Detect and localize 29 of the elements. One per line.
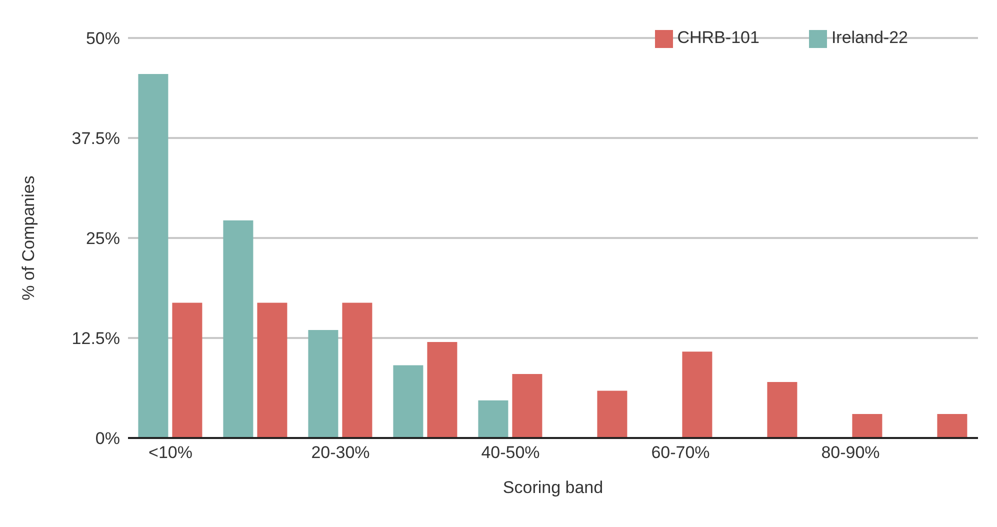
y-tick-label: 12.5% bbox=[72, 329, 120, 348]
bar bbox=[172, 302, 202, 438]
y-axis-title: % of Companies bbox=[19, 176, 38, 300]
bar bbox=[512, 374, 542, 438]
x-axis-title: Scoring band bbox=[502, 478, 604, 497]
bar bbox=[427, 342, 458, 438]
bar bbox=[257, 302, 288, 438]
bar bbox=[393, 365, 424, 438]
y-tick-label: 50% bbox=[86, 29, 120, 48]
x-tick-label: 60-70% bbox=[651, 443, 710, 462]
bar bbox=[852, 414, 882, 438]
y-tick-label: 0% bbox=[95, 429, 120, 448]
y-tick-label: 25% bbox=[86, 229, 120, 248]
x-tick-label: 40-50% bbox=[481, 443, 540, 462]
bar bbox=[767, 382, 798, 438]
y-tick-label: 37.5% bbox=[72, 129, 120, 148]
bar bbox=[682, 352, 712, 438]
bar bbox=[308, 330, 338, 438]
bar bbox=[937, 414, 968, 438]
legend-label: CHRB-101 bbox=[677, 28, 760, 47]
x-tick-label: <10% bbox=[148, 443, 192, 462]
x-tick-label: 80-90% bbox=[821, 443, 880, 462]
bar bbox=[342, 302, 372, 438]
bar bbox=[478, 400, 508, 438]
bar bbox=[223, 220, 254, 438]
legend-label: Ireland-22 bbox=[831, 28, 908, 47]
bar bbox=[597, 390, 628, 438]
x-tick-label: 20-30% bbox=[311, 443, 370, 462]
bar bbox=[138, 74, 168, 438]
